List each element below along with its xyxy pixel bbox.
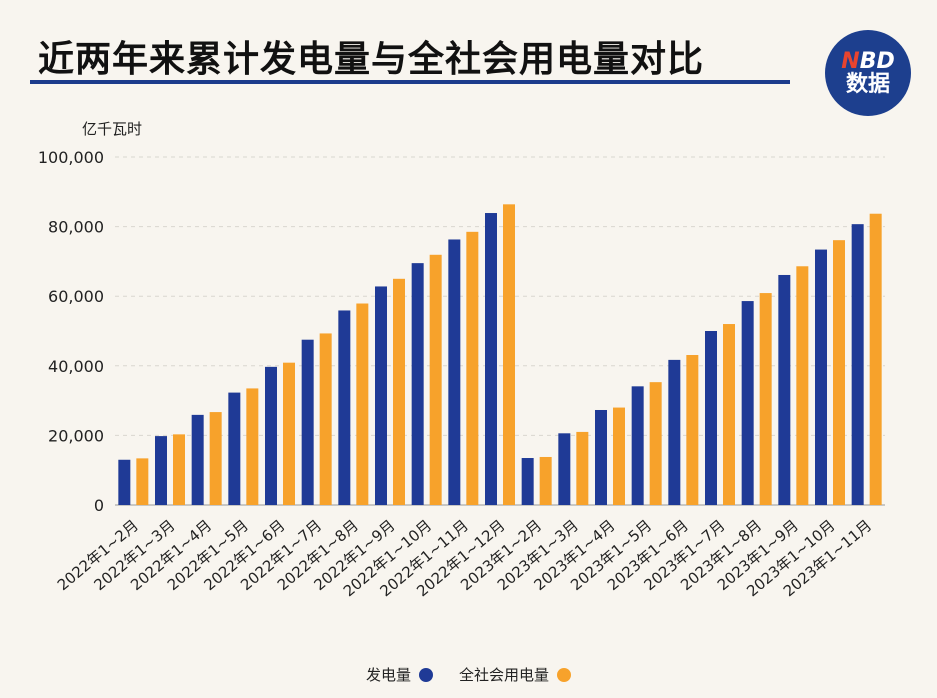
bar-consumption bbox=[613, 407, 625, 505]
bar-generation bbox=[301, 339, 314, 505]
legend-item-consumption: 全社会用电量 bbox=[459, 664, 572, 685]
legend-item-generation: 发电量 bbox=[366, 664, 433, 685]
bar-generation bbox=[668, 359, 681, 505]
bar-consumption bbox=[796, 266, 809, 505]
legend-label-consumption: 全社会用电量 bbox=[459, 666, 550, 684]
bar-consumption bbox=[356, 303, 369, 505]
bar-consumption bbox=[283, 362, 295, 505]
bar-generation bbox=[485, 213, 497, 505]
bar-generation bbox=[228, 392, 241, 505]
bar-consumption bbox=[429, 254, 442, 505]
bar-generation bbox=[521, 458, 534, 505]
bar-consumption bbox=[869, 213, 882, 505]
y-tick-label: 80,000 bbox=[48, 218, 104, 237]
y-tick-label: 40,000 bbox=[48, 357, 104, 376]
y-axis-unit-label: 亿千瓦时 bbox=[82, 120, 143, 138]
bar-consumption bbox=[649, 382, 662, 505]
legend-dot-generation bbox=[419, 667, 433, 682]
logo-letter-n: N bbox=[841, 48, 860, 74]
bar-consumption bbox=[539, 456, 552, 505]
bar-generation bbox=[118, 459, 131, 505]
bar-generation bbox=[375, 286, 387, 505]
bar-consumption bbox=[686, 355, 699, 505]
bar-generation bbox=[338, 310, 351, 505]
y-tick-label: 20,000 bbox=[48, 426, 104, 445]
bar-consumption bbox=[246, 388, 259, 505]
logo-letters-bd: BD bbox=[859, 48, 895, 74]
bar-generation bbox=[265, 366, 277, 505]
bar-generation bbox=[778, 274, 791, 505]
bar-generation bbox=[448, 239, 461, 505]
bar-generation bbox=[705, 331, 717, 505]
legend-dot-consumption bbox=[557, 667, 572, 682]
bar-consumption bbox=[466, 231, 479, 505]
bar-generation bbox=[191, 414, 204, 505]
bar-generation bbox=[815, 249, 827, 505]
bar-consumption bbox=[136, 458, 149, 505]
bar-generation bbox=[851, 224, 864, 505]
y-tick-label: 100,000 bbox=[38, 148, 104, 167]
bar-consumption bbox=[393, 278, 405, 505]
y-tick-label: 60,000 bbox=[48, 287, 104, 306]
bar-consumption bbox=[209, 412, 222, 505]
bar-consumption bbox=[833, 240, 845, 505]
bar-consumption bbox=[723, 324, 735, 505]
legend-label-generation: 发电量 bbox=[365, 666, 411, 684]
logo-data-text: 数据 bbox=[845, 72, 890, 97]
bar-generation bbox=[411, 263, 424, 505]
legend: 发电量 全社会用电量 bbox=[0, 664, 937, 685]
bar-consumption bbox=[759, 293, 772, 505]
title-underline bbox=[30, 80, 790, 84]
bar-generation bbox=[631, 386, 644, 505]
bar-generation bbox=[558, 433, 571, 505]
bar-generation bbox=[595, 409, 607, 505]
y-tick-label: 0 bbox=[94, 496, 104, 515]
bar-consumption bbox=[173, 434, 185, 505]
bar-generation bbox=[155, 436, 167, 505]
bar-generation bbox=[741, 301, 754, 505]
bar-consumption bbox=[503, 204, 515, 505]
bar-consumption bbox=[576, 431, 589, 505]
bar-consumption bbox=[319, 333, 332, 505]
chart-title: 近两年来累计发电量与全社会用电量对比 bbox=[38, 39, 705, 80]
nbd-data-logo: NBD 数据 bbox=[825, 30, 911, 116]
